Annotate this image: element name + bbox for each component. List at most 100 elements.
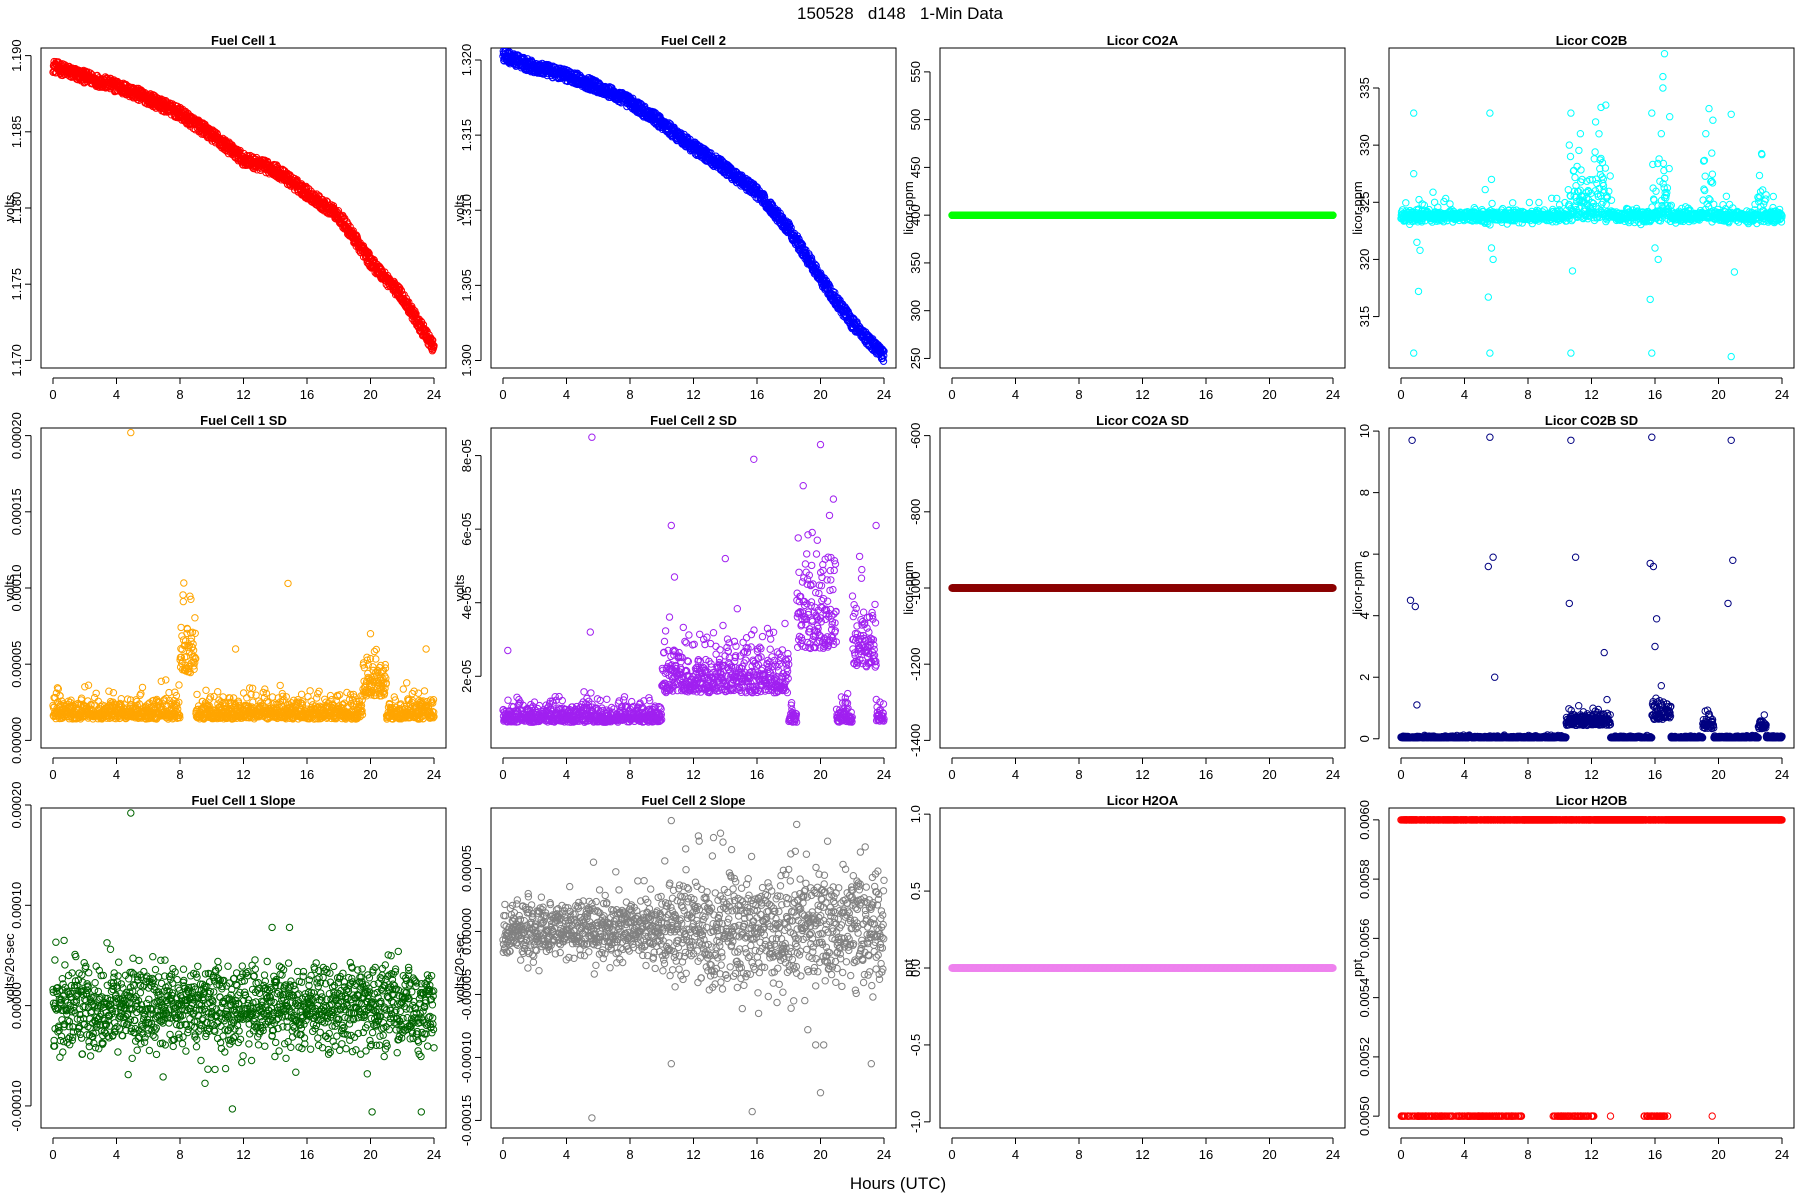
data-point [305,185,313,193]
y-tick-label: 1.300 [459,344,474,377]
y-tick-label: 1.190 [9,39,24,72]
y-tick-label: 320 [1357,249,1372,271]
chart-panels: Fuel Cell 10 4 8 12 16 20 241.1701.1751.1801.1… [2,33,1795,1162]
panel-title: Fuel Cell 2 [661,33,726,48]
figure-title: 150528 d148 1-Min Data [797,4,1004,23]
x-tick-label: 4 [1012,387,1019,402]
plot-frame [490,47,897,369]
x-tick-label: 24 [427,387,441,402]
y-tick-label: 400 [908,204,923,226]
y-tick-label: 1.185 [9,116,24,149]
x-tick-label: 12 [1135,387,1149,402]
y-tick-label: 1.315 [459,119,474,152]
data-point [879,357,888,365]
data-point [1418,200,1426,208]
data-point [1516,207,1524,216]
y-axis-label: licor-ppm [1350,181,1365,234]
panel-fuel-cell-2: Fuel Cell 20 4 8 12 16 20 241.3001.3051.3101.3… [452,33,897,402]
x-tick-label: 20 [363,387,377,402]
y-tick-label: 1.170 [9,344,24,377]
x-tick-label: 20 [813,387,827,402]
panel-licor-co2b: Licor CO2B 0 4 8 12 16 20 24 315 320 325 330 335 lico… [1350,33,1795,402]
data-point [1488,199,1496,208]
y-tick-label: 250 [908,348,923,370]
figure-x-axis-label: Hours (UTC) [850,1174,946,1193]
data-point [807,254,816,262]
x-tick-label: 12 [236,387,250,402]
data-point [1329,211,1337,219]
x-tick-label: 8 [626,387,633,402]
data-point [1442,194,1450,203]
x-tick-label: 16 [300,387,314,402]
data-point [806,252,814,260]
x-tick-label: 0 [1397,387,1404,402]
x-tick-label: 0 [499,387,506,402]
panel-licor-co2a: Licor CO2A 0 4 8 12 16 20 24 250 300 350 400 450 500 5… [901,33,1346,402]
panel-title: Fuel Cell 1 [211,33,276,48]
y-tick-label: 550 [908,61,923,83]
data-point [412,310,420,318]
data-point [787,223,795,232]
data-point [1535,198,1543,207]
panel-title: Licor CO2A [1107,33,1179,48]
x-tick-label: 4 [563,387,570,402]
data-point [817,269,825,277]
plot-frame [939,47,1346,369]
y-tick-label: 1.180 [9,192,24,225]
x-tick-label: 4 [113,387,120,402]
y-tick-label: 1.320 [459,44,474,77]
x-tick-label: 0 [948,387,955,402]
x-tick-label: 8 [1524,387,1531,402]
x-tick-label: 16 [1199,387,1213,402]
x-tick-label: 12 [1584,387,1598,402]
y-tick-label: 1.310 [459,194,474,227]
y-tick-label: 450 [908,157,923,179]
data-point [430,342,438,350]
data-point [1484,219,1492,228]
x-tick-label: 16 [1648,387,1662,402]
x-tick-label: 20 [1711,387,1725,402]
data-point [1420,201,1429,209]
x-tick-label: 24 [1775,387,1789,402]
data-point [768,200,777,209]
y-tick-label: 330 [1357,134,1372,156]
x-tick-label: 24 [1326,387,1340,402]
data-point [813,265,821,273]
data-point [1509,199,1517,207]
y-axis-label: licor-ppm [901,181,916,234]
y-tick-label: 300 [908,300,923,322]
y-axis-label: volts [2,194,17,221]
y-axis-label: volts [452,194,467,221]
y-tick-label: 335 [1357,77,1372,99]
data-points [948,211,1337,219]
data-point [1429,188,1437,196]
x-tick-label: 8 [1075,387,1082,402]
data-points [499,48,888,365]
y-tick-label: 500 [908,109,923,131]
x-tick-label: 4 [1461,387,1468,402]
y-tick-label: 350 [908,252,923,274]
x-tick-label: 8 [176,387,183,402]
plot-frame [1388,47,1795,369]
x-tick-label: 20 [1262,387,1276,402]
data-point [1415,195,1423,204]
data-point [880,347,888,355]
x-tick-label: 0 [49,387,56,402]
y-tick-label: 325 [1357,191,1372,213]
data-point [334,207,343,215]
data-point [1525,198,1534,207]
x-tick-label: 24 [877,387,891,402]
x-tick-label: 16 [750,387,764,402]
data-point [880,352,888,360]
data-points [1397,50,1786,361]
plot-frame [40,47,447,369]
panel-title: Licor CO2B [1556,33,1628,48]
data-point [1470,204,1479,212]
data-point [1402,199,1410,207]
y-tick-label: 315 [1357,306,1372,328]
data-point [402,294,410,302]
y-tick-label: 1.305 [459,269,474,302]
panel-fuel-cell-1: Fuel Cell 10 4 8 12 16 20 241.1701.1751.1801.1… [2,33,447,402]
data-point [1486,221,1494,229]
